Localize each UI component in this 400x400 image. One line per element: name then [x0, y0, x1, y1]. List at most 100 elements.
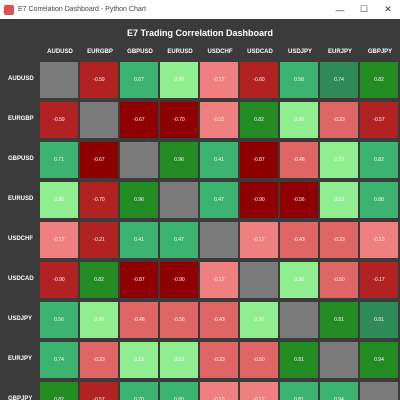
correlation-cell: -0.23 [80, 342, 118, 378]
row-header: AUDUSD [8, 76, 34, 82]
correlation-cell: -0.87 [240, 142, 278, 178]
correlation-cell: 0.13 [320, 142, 358, 178]
correlation-cell: 0.96 [120, 182, 158, 218]
correlation-cell: -0.43 [280, 222, 318, 258]
correlation-cell: 0.56 [40, 302, 78, 338]
row-header: EURGBP [8, 116, 34, 122]
row-header: EURUSD [8, 196, 34, 202]
column-header: EURJPY [327, 49, 352, 55]
correlation-cell: -0.90 [40, 262, 78, 298]
window-titlebar: E7 Correlation Dashboard - Python Chart … [0, 0, 400, 19]
correlation-cell: 0.94 [360, 342, 398, 378]
maximize-button[interactable]: ☐ [359, 4, 369, 14]
column-header: EURUSD [167, 49, 193, 55]
correlation-cell: -0.17 [200, 62, 238, 98]
correlation-cell: 0.53 [160, 342, 198, 378]
correlation-cell: 0.13 [120, 342, 158, 378]
column-header: GBPJPY [367, 49, 393, 55]
correlation-cell: -0.23 [320, 102, 358, 138]
correlation-cell: -0.13 [360, 222, 398, 258]
correlation-cell: 0.47 [200, 182, 238, 218]
correlation-cell: 0.82 [240, 102, 278, 138]
correlation-cell: -0.43 [200, 302, 238, 338]
close-button[interactable]: ✕ [384, 4, 392, 14]
correlation-cell: 0.20 [280, 102, 318, 138]
correlation-cell: 0.81 [320, 302, 358, 338]
correlation-cell: -0.67 [120, 102, 158, 138]
correlation-cell: -0.67 [80, 142, 118, 178]
correlation-cell: -0.70 [160, 102, 198, 138]
column-header: GBPUSD [127, 49, 153, 55]
correlation-cell: -0.90 [240, 182, 278, 218]
correlation-cell: 0.30 [240, 302, 278, 338]
correlation-cell: 0.71 [40, 142, 78, 178]
dashboard-title: E7 Trading Correlation Dashboard [126, 28, 274, 38]
window-title: E7 Correlation Dashboard - Python Chart [18, 6, 147, 13]
correlation-cell: 0.70 [120, 382, 158, 400]
correlation-cell: 0.58 [280, 62, 318, 98]
correlation-cell: -0.59 [40, 102, 78, 138]
correlation-cell: -0.57 [80, 382, 118, 400]
correlation-cell: -0.56 [160, 302, 198, 338]
correlation-cell: -0.56 [280, 182, 318, 218]
correlation-cell: 0.82 [360, 62, 398, 98]
correlation-cell: 0.74 [40, 342, 78, 378]
correlation-cell: -0.50 [320, 262, 358, 298]
correlation-cell: -0.23 [200, 342, 238, 378]
row-header: USDCAD [8, 276, 34, 282]
correlation-cell: -0.46 [280, 142, 318, 178]
row-header: GBPJPY [8, 396, 33, 400]
correlation-cell: -0.57 [360, 102, 398, 138]
correlation-cell: 0.82 [360, 142, 398, 178]
correlation-cell: -0.17 [240, 382, 278, 400]
diagonal-cell [40, 62, 78, 98]
correlation-cell: 0.47 [160, 222, 198, 258]
correlation-cell: 0.67 [120, 62, 158, 98]
correlation-cell: 0.74 [320, 62, 358, 98]
row-header: EURJPY [8, 356, 33, 362]
correlation-cell: 0.82 [40, 382, 78, 400]
correlation-cell: -0.90 [160, 262, 198, 298]
correlation-cell: 0.86 [160, 62, 198, 98]
diagonal-cell [200, 222, 238, 258]
row-header: USDCHF [8, 236, 33, 242]
correlation-cell: 0.94 [320, 382, 358, 400]
row-header: USDJPY [8, 316, 33, 322]
minimize-button[interactable]: — [335, 4, 345, 15]
correlation-cell: 0.30 [280, 262, 318, 298]
correlation-cell: -0.59 [80, 62, 118, 98]
correlation-cell: -0.21 [80, 222, 118, 258]
correlation-cell: -0.13 [200, 382, 238, 400]
diagonal-cell [160, 182, 198, 218]
correlation-cell: -0.17 [200, 262, 238, 298]
diagonal-cell [80, 102, 118, 138]
app-icon [4, 4, 14, 15]
diagonal-cell [280, 302, 318, 338]
row-header: GBPUSD [8, 156, 34, 162]
dashboard-canvas: E7 Trading Correlation Dashboard AUDUSD E… [0, 19, 400, 400]
correlation-cell: -0.70 [80, 182, 118, 218]
diagonal-cell [120, 142, 158, 178]
correlation-cell: -0.87 [120, 262, 158, 298]
diagonal-cell [320, 342, 358, 378]
correlation-cell: 0.82 [80, 262, 118, 298]
correlation-cell: -0.46 [120, 302, 158, 338]
correlation-cell: 0.81 [280, 342, 318, 378]
correlation-cell: 0.80 [160, 382, 198, 400]
correlation-cell: 0.41 [200, 142, 238, 178]
window-controls: — ☐ ✕ [328, 0, 400, 19]
correlation-cell: -0.50 [240, 342, 278, 378]
correlation-cell: -0.60 [240, 62, 278, 98]
correlation-cell: -0.21 [200, 102, 238, 138]
correlation-cell: -0.23 [320, 222, 358, 258]
correlation-cell: 0.86 [40, 182, 78, 218]
column-header: AUDUSD [47, 49, 73, 55]
correlation-cell: 0.96 [160, 142, 198, 178]
correlation-cell: 0.81 [360, 302, 398, 338]
correlation-cell: 0.81 [280, 382, 318, 400]
column-header: USDCHF [207, 49, 233, 55]
correlation-cell: -0.17 [240, 222, 278, 258]
column-header: USDCAD [247, 49, 273, 55]
correlation-cell: 0.41 [120, 222, 158, 258]
correlation-cell: 0.53 [320, 182, 358, 218]
